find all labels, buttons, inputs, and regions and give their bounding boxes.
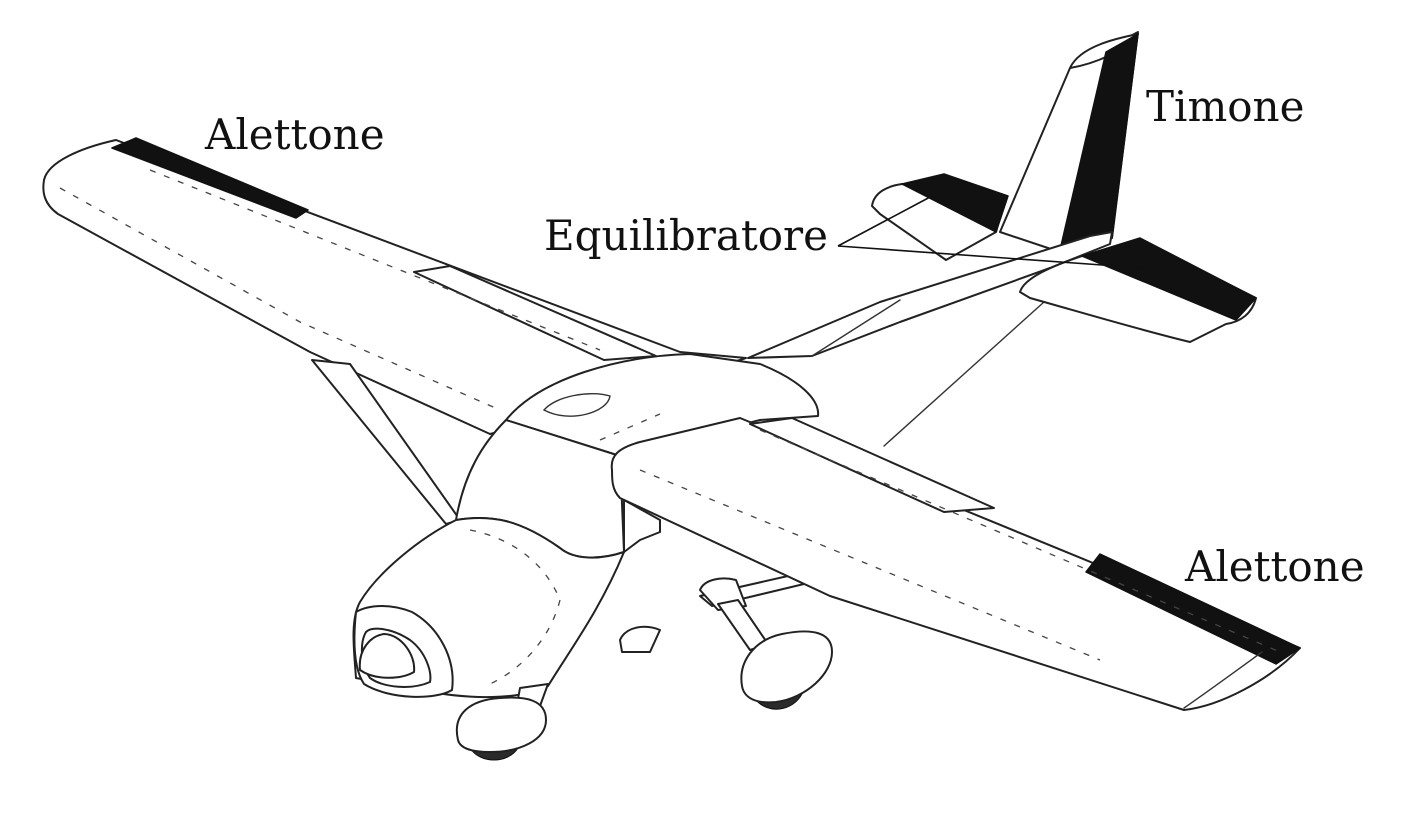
elevator-leader-lines: [837, 195, 1145, 269]
left-horizontal-stabilizer: [871, 173, 1009, 261]
nose-landing-gear: [455, 683, 549, 761]
main-landing-gear: [619, 577, 833, 710]
label-aileron-left: Alettone: [205, 110, 385, 159]
left-aileron-surface: [111, 137, 309, 219]
right-horizontal-stabilizer: [1019, 237, 1257, 343]
label-rudder: Timone: [1146, 82, 1305, 131]
label-elevator: Equilibratore: [544, 211, 828, 260]
engine-cowling: [353, 605, 454, 698]
propeller-spinner: [358, 633, 416, 679]
left-elevator-surface: [901, 173, 1009, 233]
right-elevator-surface: [1081, 237, 1257, 321]
right-aileron-surface: [1085, 553, 1301, 665]
label-aileron-right: Alettone: [1185, 542, 1365, 591]
right-wing: [610, 417, 1301, 711]
rear-fuselage: [747, 231, 1113, 447]
vertical-fin: [999, 31, 1139, 253]
